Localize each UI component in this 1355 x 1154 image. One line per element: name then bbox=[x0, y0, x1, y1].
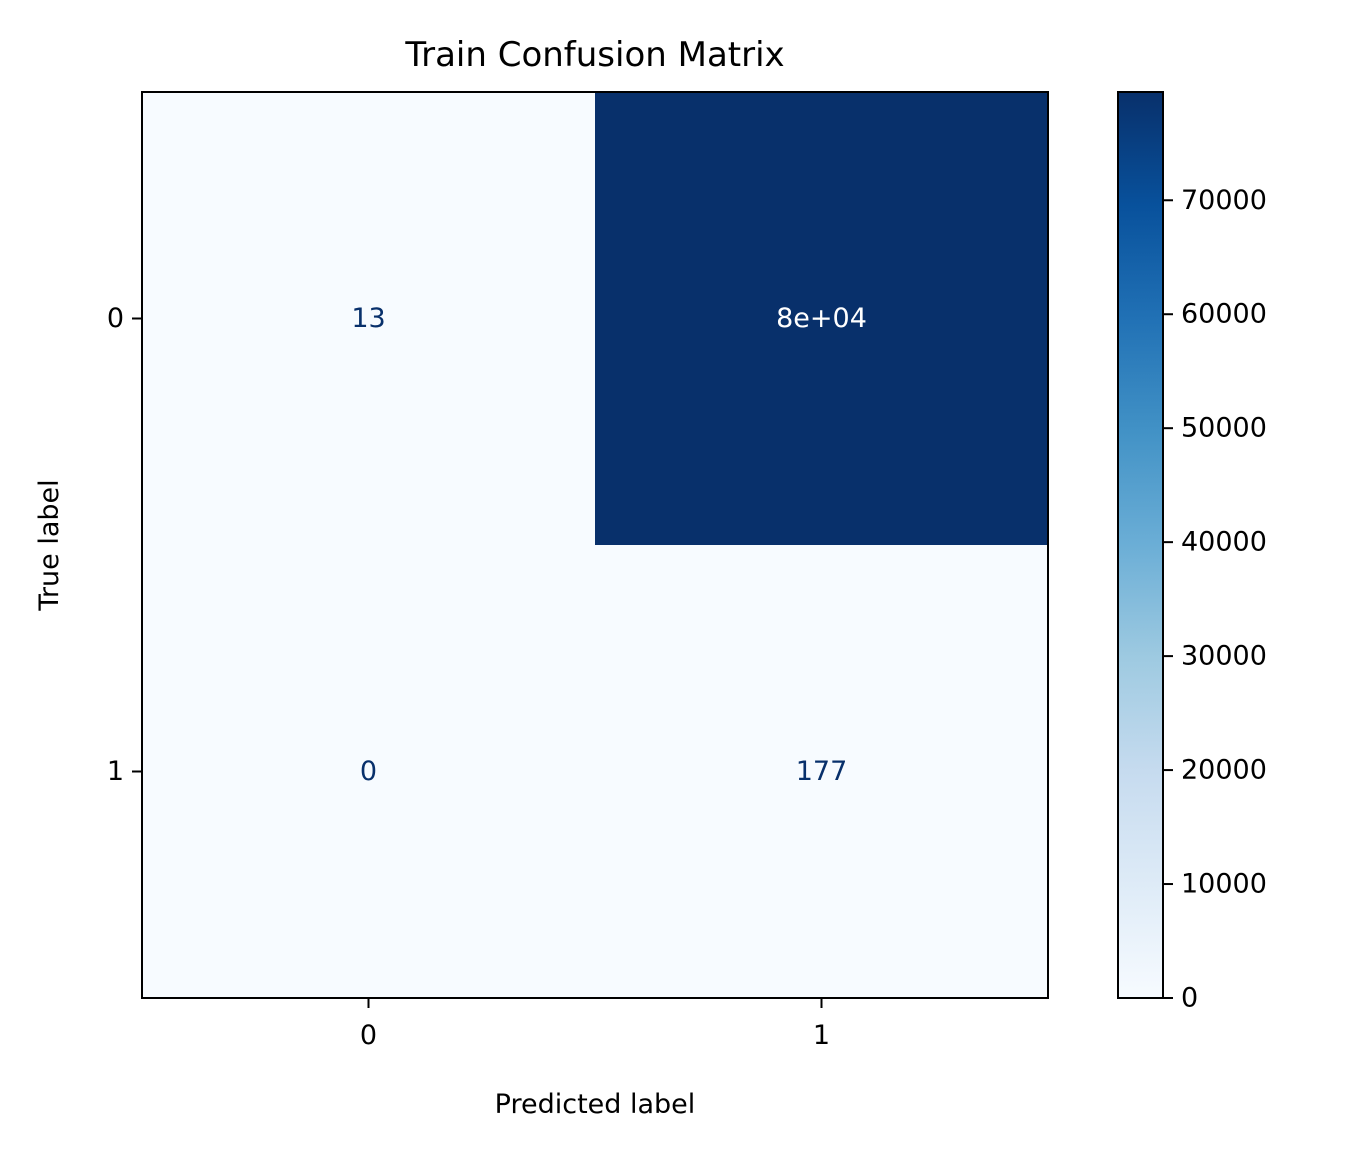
matrix-cells bbox=[142, 92, 1049, 999]
y-tick-label: 1 bbox=[107, 756, 124, 787]
cell-value-label: 0 bbox=[360, 756, 377, 787]
cell-value-label: 13 bbox=[351, 303, 385, 334]
colorbar-tick-label: 30000 bbox=[1181, 641, 1267, 672]
colorbar-tick-label: 40000 bbox=[1181, 527, 1267, 558]
plot-frame bbox=[141, 91, 1049, 999]
y-tick-label: 0 bbox=[107, 303, 124, 334]
colorbar-tick-label: 10000 bbox=[1181, 869, 1267, 900]
colorbar-tick-label: 50000 bbox=[1181, 413, 1267, 444]
colorbar-tick-label: 70000 bbox=[1181, 185, 1267, 216]
colorbar-ticks: 0 10000 20000 30000 40000 50000 60000 70000 bbox=[1163, 185, 1267, 1014]
colorbar-tick-label: 60000 bbox=[1181, 299, 1267, 330]
x-tick-label: 1 bbox=[813, 1020, 830, 1051]
y-axis-label: True label bbox=[34, 479, 65, 611]
cell-value-label: 177 bbox=[796, 756, 848, 787]
matrix-cell bbox=[142, 92, 596, 546]
chart-title: Train Confusion Matrix bbox=[404, 35, 784, 75]
matrix-cell-labels: 13 8e+04 0 177 bbox=[351, 303, 867, 787]
x-axis-label: Predicted label bbox=[495, 1089, 696, 1120]
matrix-cell bbox=[142, 545, 596, 999]
x-tick-label: 0 bbox=[360, 1020, 377, 1051]
matrix-cell bbox=[595, 545, 1049, 999]
colorbar-tick-label: 20000 bbox=[1181, 755, 1267, 786]
cell-value-label: 8e+04 bbox=[776, 303, 867, 334]
colorbar bbox=[1117, 91, 1164, 999]
matrix-cell bbox=[595, 92, 1049, 546]
colorbar-tick-label: 0 bbox=[1181, 983, 1198, 1014]
y-axis-ticks: 01 bbox=[107, 303, 142, 787]
